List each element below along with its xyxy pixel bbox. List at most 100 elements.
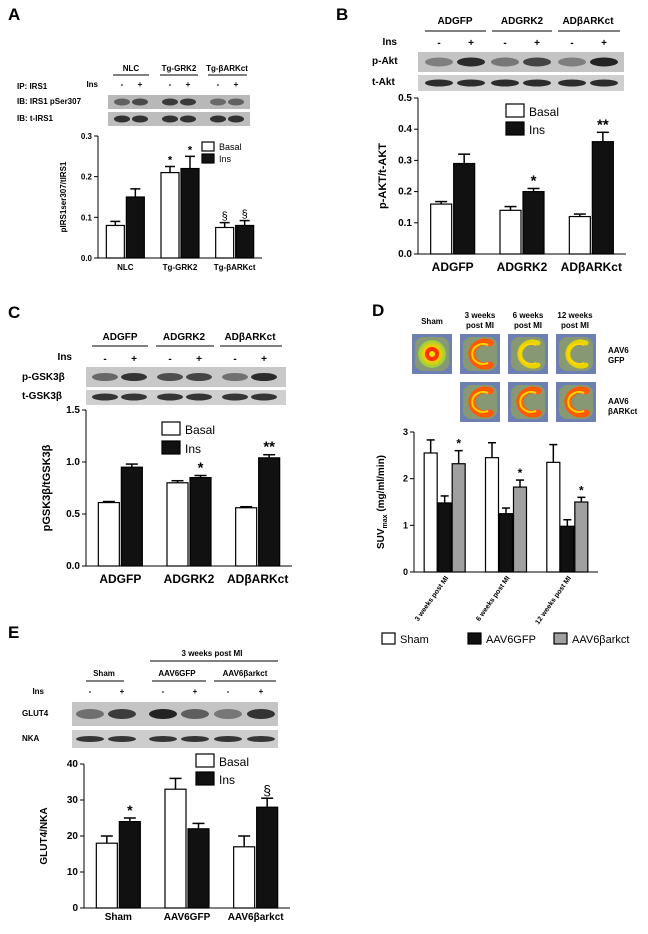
x-tick-label: AAV6GFP: [164, 912, 211, 923]
y-axis-title: p-AKT/t-AKT: [377, 143, 389, 209]
panel-a-group-grk2: Tg-GRK2: [162, 64, 197, 73]
legend-label: AAV6GFP: [486, 634, 536, 646]
y-axis-title: pGSK3β/tGSK3β: [41, 444, 53, 531]
bar: [451, 463, 466, 573]
y-axis-title: GLUT4/NKA: [39, 807, 50, 864]
bar: [512, 486, 528, 573]
blot-band: [247, 736, 275, 742]
panel-a-sign: +: [138, 80, 143, 89]
x-tick-label: Sham: [105, 912, 132, 923]
x-tick-label: 12 weeks post MI: [534, 575, 573, 626]
panel-c-sign: -: [103, 354, 106, 365]
panel-a-sign: -: [217, 80, 220, 89]
y-tick-label: 0.5: [398, 93, 412, 104]
legend-label: Ins: [219, 154, 232, 164]
blot-band: [210, 98, 226, 106]
blot-band: [181, 709, 209, 719]
legend-swatch: [505, 103, 525, 118]
panel-a-sign: -: [169, 80, 172, 89]
blot-band: [162, 115, 178, 123]
blot-band: [186, 393, 212, 401]
panel-e-sign: +: [193, 687, 198, 696]
pet-heart-core: [429, 351, 435, 357]
bar: [164, 788, 187, 909]
y-tick-label: 0.0: [81, 254, 93, 263]
legend-swatch: [161, 421, 181, 436]
panel-b-sign: -: [503, 38, 506, 49]
blot-band: [228, 98, 244, 106]
legend-label: Ins: [529, 123, 545, 137]
significance-marker: *: [579, 483, 584, 497]
panel-c-sign: +: [196, 354, 202, 365]
panel-c-sign: -: [233, 354, 236, 365]
bar: [522, 191, 545, 255]
significance-marker: *: [198, 460, 204, 477]
bar: [568, 215, 591, 255]
blot-band: [149, 736, 177, 742]
y-tick-label: 0: [72, 903, 78, 914]
blot-band: [457, 57, 485, 67]
blot-band: [222, 373, 248, 381]
y-tick-label: 3: [403, 427, 408, 437]
panel-e-sign: -: [89, 687, 92, 696]
panel-a-row-tirs1: IB: t-IRS1: [17, 114, 54, 123]
blot-band: [76, 709, 104, 719]
y-tick-label: 0.4: [398, 124, 412, 135]
pet-image-glow: [511, 337, 545, 371]
panel-e-row-glut4: GLUT4: [22, 709, 49, 718]
legend-swatch: [161, 440, 181, 455]
y-tick-label: 0.1: [81, 213, 93, 222]
panel-b-group-grk2: ADGRK2: [501, 16, 544, 27]
significance-marker: §: [222, 211, 228, 223]
blot-band: [114, 98, 130, 106]
blot-band: [590, 57, 618, 67]
panel-c-row-tgsk: t-GSK3β: [22, 391, 62, 402]
panel-e-ins-label: Ins: [32, 687, 44, 696]
bar: [95, 842, 118, 909]
significance-marker: *: [188, 144, 193, 156]
blot-band: [92, 393, 118, 401]
panel-c: C ADGFP ADGRK2 ADβARKct Ins - + - + - + …: [8, 303, 292, 586]
legend-label: Basal: [219, 142, 242, 152]
panel-a-bands: [114, 98, 244, 123]
panel-a-blot-strip-tirs1: [108, 112, 250, 126]
panel-b-blot-strip-takt: [418, 75, 624, 91]
panel-e-chart: 0 10 20 30 40 GLUT4/NKA Sham AAV6GFP AAV6βarkct *…: [39, 753, 290, 923]
blot-band: [210, 115, 226, 123]
blot-band: [222, 393, 248, 401]
legend-swatch: [195, 771, 215, 786]
panel-a-letter: A: [8, 5, 20, 24]
bar: [258, 457, 281, 567]
blot-band: [180, 98, 196, 106]
panel-c-sign: +: [261, 354, 267, 365]
blot-band: [228, 115, 244, 123]
significance-marker: *: [127, 802, 133, 818]
pet-heart-crescent-inner: [567, 343, 585, 365]
legend-swatch: [505, 121, 525, 136]
x-tick-label: ADGFP: [432, 260, 474, 274]
significance-marker: *: [168, 155, 173, 167]
bar: [125, 196, 145, 259]
bar: [189, 477, 212, 567]
blot-band: [523, 79, 551, 87]
panel-a-chart: 0.0 0.1 0.2 0.3 pIRS1ser307/tIRS1 NLC Tg-GRK2 T…: [59, 132, 262, 272]
panel-b-sign: +: [534, 38, 540, 49]
blot-band: [558, 57, 586, 67]
bar: [574, 501, 589, 573]
blot-band: [76, 736, 104, 742]
panel-b-group-gfp: ADGFP: [438, 16, 473, 27]
blot-band: [114, 115, 130, 123]
blot-band: [149, 709, 177, 719]
bar: [187, 828, 210, 909]
x-tick-label: Tg-βARKct: [214, 263, 256, 272]
panel-d-chart: 0 1 2 3 SUVmax (mg/ml/min) 3 weeks post MI 6 w…: [376, 427, 629, 646]
panel-d: D Sham 3 weeks post MI 6 weeks post MI 12 …: [372, 301, 638, 646]
y-axis-title: SUVmax (mg/ml/min): [376, 455, 389, 549]
panel-a: A NLC Tg-GRK2 Tg-βARKct Ins - + - + - + …: [8, 5, 262, 272]
panel-b-row-pakt: p-Akt: [372, 56, 398, 67]
legend-label: Ins: [185, 442, 201, 456]
panel-b-bands: [425, 57, 618, 87]
blot-band: [121, 373, 147, 381]
blot-band: [121, 393, 147, 401]
